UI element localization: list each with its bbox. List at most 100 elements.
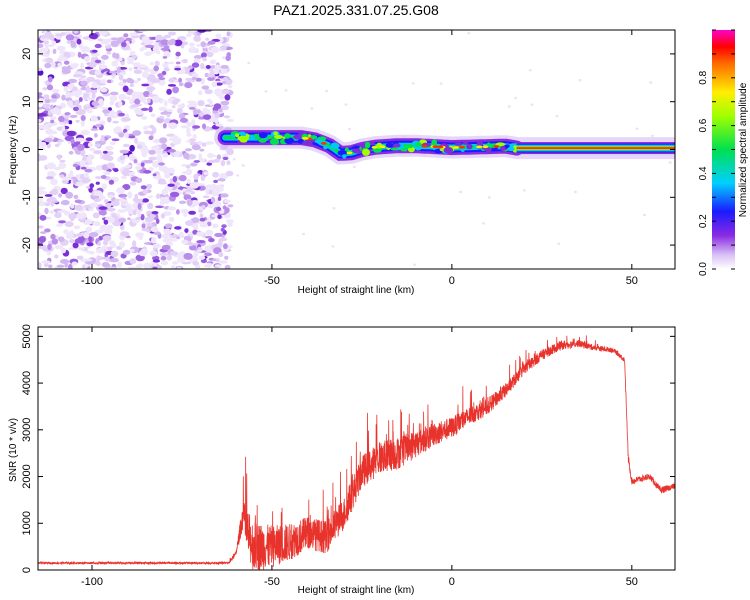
noise-speck bbox=[142, 221, 148, 224]
noise-speck bbox=[212, 188, 221, 195]
noise-speck bbox=[206, 262, 212, 268]
noise-speck bbox=[140, 185, 147, 190]
noise-speck bbox=[202, 195, 210, 199]
noise-speck bbox=[188, 242, 194, 247]
noise-speck bbox=[123, 33, 129, 38]
signal-blotch bbox=[476, 140, 483, 148]
noise-speck bbox=[189, 181, 199, 189]
noise-speck bbox=[125, 164, 132, 168]
noise-speck bbox=[172, 176, 177, 183]
noise-speck bbox=[206, 221, 212, 227]
noise-speck bbox=[159, 116, 165, 119]
noise-speck bbox=[158, 77, 166, 81]
noise-speck bbox=[139, 47, 144, 52]
noise-speck bbox=[332, 207, 336, 210]
noise-speck bbox=[204, 104, 214, 107]
noise-speck bbox=[212, 171, 220, 178]
noise-speck bbox=[109, 258, 119, 263]
noise-speck bbox=[157, 264, 162, 269]
noise-speck bbox=[83, 232, 90, 239]
noise-speck bbox=[72, 177, 77, 185]
noise-speck bbox=[241, 164, 245, 167]
noise-speck bbox=[115, 53, 120, 60]
noise-speck bbox=[212, 110, 219, 114]
signal-core bbox=[482, 145, 489, 149]
noise-speck bbox=[45, 128, 54, 135]
noise-speck bbox=[110, 242, 117, 248]
noise-speck bbox=[174, 39, 183, 47]
noise-speck bbox=[51, 88, 60, 93]
noise-speck bbox=[114, 198, 120, 202]
noise-speck bbox=[164, 173, 171, 179]
noise-speck bbox=[38, 225, 44, 229]
noise-speck bbox=[201, 85, 210, 90]
noise-speck bbox=[220, 89, 230, 94]
noise-speck bbox=[107, 194, 114, 199]
noise-speck bbox=[56, 264, 65, 268]
noise-speck bbox=[102, 235, 112, 242]
noise-speck bbox=[199, 148, 205, 152]
noise-speck bbox=[103, 240, 108, 246]
noise-speck bbox=[163, 45, 170, 51]
noise-speck bbox=[151, 95, 160, 101]
noise-speck bbox=[163, 34, 171, 39]
noise-speck bbox=[155, 34, 164, 42]
noise-speck bbox=[118, 93, 127, 101]
noise-speck bbox=[117, 66, 121, 73]
noise-speck bbox=[77, 143, 85, 151]
noise-speck bbox=[113, 168, 119, 172]
noise-speck bbox=[70, 203, 75, 209]
noise-speck bbox=[220, 193, 229, 198]
noise-speck bbox=[55, 224, 64, 227]
noise-speck bbox=[101, 262, 110, 268]
noise-speck bbox=[198, 90, 203, 96]
noise-speck bbox=[102, 109, 111, 114]
noise-speck bbox=[172, 260, 179, 265]
signal-blotch bbox=[485, 147, 492, 154]
noise-speck bbox=[176, 209, 180, 215]
signal-blotch bbox=[415, 142, 422, 147]
noise-speck bbox=[555, 115, 559, 118]
noise-speck bbox=[71, 261, 78, 266]
noise-speck bbox=[133, 69, 143, 74]
noise-speck bbox=[101, 54, 109, 60]
signal-blotch bbox=[454, 142, 463, 146]
noise-speck bbox=[40, 124, 50, 130]
noise-speck bbox=[121, 175, 127, 180]
noise-speck bbox=[196, 240, 206, 244]
noise-speck bbox=[130, 104, 139, 108]
noise-speck bbox=[38, 201, 47, 207]
noise-speck bbox=[162, 56, 168, 59]
signal-core bbox=[379, 145, 386, 149]
noise-speck bbox=[87, 142, 93, 148]
noise-speck bbox=[134, 98, 141, 105]
noise-speck bbox=[222, 156, 229, 161]
snr-ytick-label: 5000 bbox=[21, 324, 33, 348]
signal-blotch bbox=[364, 141, 371, 149]
signal-blotch bbox=[462, 141, 469, 145]
noise-speck bbox=[98, 30, 108, 36]
noise-speck bbox=[66, 40, 71, 44]
noise-speck bbox=[136, 144, 143, 150]
noise-speck bbox=[135, 216, 141, 221]
noise-speck bbox=[175, 56, 180, 60]
noise-speck bbox=[65, 34, 75, 41]
noise-speck bbox=[43, 40, 50, 44]
noise-speck bbox=[75, 137, 85, 142]
noise-speck bbox=[117, 261, 122, 269]
noise-speck bbox=[126, 60, 134, 65]
noise-speck bbox=[53, 166, 61, 171]
noise-speck bbox=[212, 258, 217, 262]
noise-speck bbox=[209, 59, 217, 65]
noise-speck bbox=[180, 208, 189, 214]
noise-speck bbox=[103, 219, 109, 225]
noise-speck bbox=[90, 56, 96, 64]
noise-speck bbox=[73, 225, 81, 230]
noise-speck bbox=[224, 94, 231, 101]
noise-speck bbox=[74, 181, 84, 187]
noise-speck bbox=[178, 82, 184, 87]
noise-speck bbox=[95, 176, 102, 180]
noise-speck bbox=[177, 107, 183, 114]
noise-speck bbox=[60, 187, 68, 195]
noise-speck bbox=[103, 171, 111, 176]
